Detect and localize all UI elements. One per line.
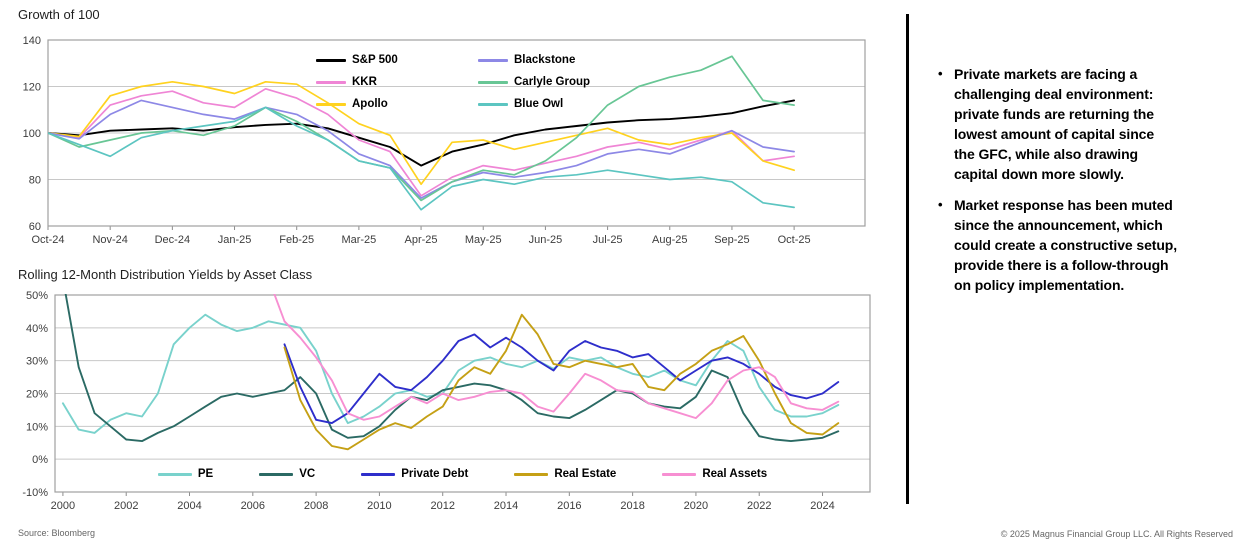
x-axis-tick-label: 2000 xyxy=(51,500,75,512)
bullet-text: Private markets are facing a challenging… xyxy=(954,66,1155,182)
vertical-divider xyxy=(906,14,909,504)
series-line-real-estate xyxy=(283,313,840,451)
legend-item-blackstone: Blackstone xyxy=(478,54,640,66)
legend-item-private-debt: Private Debt xyxy=(361,468,468,480)
series-line-kkr xyxy=(48,87,795,197)
series-line-s-p-500 xyxy=(48,99,796,167)
legend-swatch-real-estate xyxy=(514,472,549,476)
legend-swatch-blue-owl xyxy=(478,102,508,106)
x-axis-tick-label: Apr-25 xyxy=(405,234,438,246)
x-axis-tick-label: 2016 xyxy=(557,500,581,512)
commentary-bullet: • Market response has been muted since t… xyxy=(938,195,1178,295)
x-axis-tick-label: 2014 xyxy=(494,500,518,512)
legend-item-vc: VC xyxy=(259,468,315,480)
growth-chart-title: Growth of 100 xyxy=(18,7,100,22)
yields-chart-title: Rolling 12-Month Distribution Yields by … xyxy=(18,267,313,282)
x-axis-tick-label: 2022 xyxy=(747,500,771,512)
x-axis-tick-label: Jan-25 xyxy=(218,234,252,246)
x-axis-tick-label: 2012 xyxy=(430,500,454,512)
legend-item-carlyle-group: Carlyle Group xyxy=(478,76,640,88)
legend-label-carlyle-group: Carlyle Group xyxy=(514,76,591,88)
x-axis-tick-label: 2002 xyxy=(114,500,138,512)
legend-label-vc: VC xyxy=(299,468,316,480)
x-axis-tick-label: Oct-25 xyxy=(778,234,811,246)
x-axis-tick-label: 2004 xyxy=(177,500,201,512)
x-axis-tick-label: Dec-24 xyxy=(155,234,190,246)
x-axis-tick-label: Jun-25 xyxy=(529,234,563,246)
series-line-real-assets xyxy=(273,294,840,421)
legend-label-kkr: KKR xyxy=(352,76,377,88)
x-axis-tick-label: Mar-25 xyxy=(341,234,376,246)
x-axis-tick-label: 2006 xyxy=(241,500,265,512)
x-axis-tick-label: Oct-24 xyxy=(31,234,64,246)
y-axis-tick-label: 20% xyxy=(26,389,48,401)
legend-label-blackstone: Blackstone xyxy=(514,54,576,66)
legend-label-apollo: Apollo xyxy=(352,98,388,110)
legend-swatch-carlyle-group xyxy=(478,80,508,84)
legend-label-real-estate: Real Estate xyxy=(554,468,617,480)
y-axis-tick-label: 120 xyxy=(23,82,41,94)
source-note: Source: Bloomberg xyxy=(18,528,96,538)
x-axis-tick-label: Nov-24 xyxy=(92,234,127,246)
x-axis-tick-label: Sep-25 xyxy=(714,234,749,246)
legend-label-pe: PE xyxy=(197,468,214,480)
y-axis-tick-label: 140 xyxy=(23,35,41,47)
x-axis-tick-label: Aug-25 xyxy=(652,234,687,246)
x-axis-tick-label: 2020 xyxy=(684,500,708,512)
y-axis-tick-label: 80 xyxy=(29,175,41,187)
commentary-bullet: • Private markets are facing a challengi… xyxy=(938,64,1178,184)
series-line-vc xyxy=(64,294,840,443)
y-axis-tick-label: 40% xyxy=(26,323,48,335)
legend-label-private-debt: Private Debt xyxy=(401,468,469,480)
y-axis-tick-label: 10% xyxy=(26,421,48,433)
legend-item-s-p-500: S&P 500 xyxy=(316,54,478,66)
y-axis-tick-label: 30% xyxy=(26,356,48,368)
x-axis-tick-label: Feb-25 xyxy=(279,234,314,246)
series-line-private-debt xyxy=(283,333,840,425)
yields-chart-legend: PE VC Private Debt Real Estate Real Assets xyxy=(55,464,870,484)
legend-swatch-private-debt xyxy=(361,472,396,476)
bullet-text: Market response has been muted since the… xyxy=(954,197,1178,293)
y-axis-tick-label: 50% xyxy=(26,290,48,302)
series-line-blue-owl xyxy=(48,106,795,211)
x-axis-tick-label: May-25 xyxy=(465,234,502,246)
series-line-pe xyxy=(61,313,840,434)
legend-item-real-assets: Real Assets xyxy=(662,468,767,480)
y-axis-tick-label: 0% xyxy=(32,454,48,466)
legend-item-blue-owl: Blue Owl xyxy=(478,98,640,110)
x-axis-tick-label: 2008 xyxy=(304,500,328,512)
legend-swatch-vc xyxy=(259,472,294,476)
copyright-note: © 2025 Magnus Financial Group LLC. All R… xyxy=(1000,529,1233,539)
growth-chart-legend: S&P 500 KKR Apollo Blackstone Carlyle Group B… xyxy=(316,49,640,115)
x-axis-tick-label: 2024 xyxy=(810,500,834,512)
legend-swatch-apollo xyxy=(316,102,346,106)
x-axis-tick-label: Jul-25 xyxy=(593,234,623,246)
legend-swatch-s-p-500 xyxy=(316,58,346,62)
legend-swatch-real-assets xyxy=(662,472,697,476)
y-axis-tick-label: 100 xyxy=(23,128,41,140)
x-axis-tick-label: 2018 xyxy=(620,500,644,512)
legend-label-blue-owl: Blue Owl xyxy=(514,98,564,110)
legend-item-apollo: Apollo xyxy=(316,98,478,110)
bullet-icon: • xyxy=(938,66,943,81)
x-axis-tick-label: 2010 xyxy=(367,500,391,512)
legend-label-real-assets: Real Assets xyxy=(702,468,768,480)
y-axis-tick-label: -10% xyxy=(22,487,48,499)
legend-swatch-kkr xyxy=(316,80,346,84)
bullet-icon: • xyxy=(938,197,943,212)
legend-item-real-estate: Real Estate xyxy=(514,468,616,480)
distribution-yields-chart: 50% 40% 30% 20% 10% 0% -10%2000 2002 2004 2006 200… xyxy=(22,290,871,512)
series-line-blackstone xyxy=(48,99,795,199)
legend-item-pe: PE xyxy=(157,468,214,480)
legend-label-s-p-500: S&P 500 xyxy=(352,54,398,66)
legend-item-kkr: KKR xyxy=(316,76,478,88)
legend-swatch-blackstone xyxy=(478,58,508,62)
series-line-apollo xyxy=(48,80,795,186)
commentary-panel: • Private markets are facing a challengi… xyxy=(938,64,1178,306)
legend-swatch-pe xyxy=(157,472,192,476)
y-axis-tick-label: 60 xyxy=(29,221,41,233)
